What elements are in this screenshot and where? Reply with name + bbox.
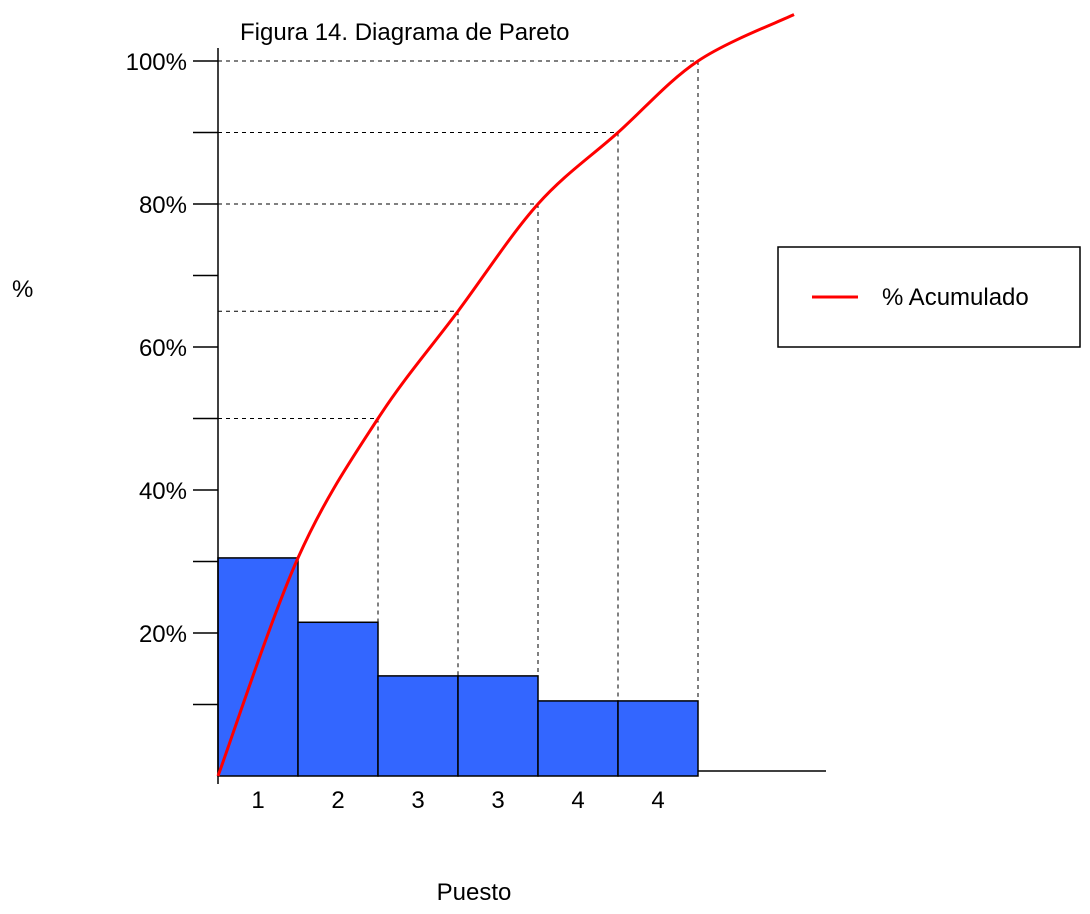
axes-group (193, 48, 826, 784)
x-tick-label-4: 3 (491, 787, 504, 814)
bars-group (217, 557, 699, 777)
chart-title: Figura 14. Diagrama de Pareto (240, 19, 570, 46)
x-tick-label-2: 2 (331, 787, 344, 814)
y-tick-label-60: 60% (139, 335, 187, 362)
series-lines (216, 13, 795, 777)
series-line-acumulado (216, 13, 795, 777)
y-tick-label-20: 20% (139, 621, 187, 648)
x-axis-title: Puesto (437, 879, 512, 906)
bar-6 (617, 700, 699, 777)
bar-5 (537, 700, 619, 777)
x-tick-label-6: 4 (651, 787, 664, 814)
bar-4 (457, 675, 539, 777)
reference-lines-group (218, 60, 699, 776)
y-axis-title: % (12, 276, 33, 303)
legend: % Acumulado (777, 246, 1081, 348)
y-tick-label-80: 80% (139, 192, 187, 219)
y-tick-label-100: 100% (126, 49, 187, 76)
y-tick-labels: 20% 40% 60% 80% 100% (126, 49, 187, 648)
bar-3 (377, 675, 459, 777)
x-tick-label-3: 3 (411, 787, 424, 814)
x-tick-label-1: 1 (251, 787, 264, 814)
bar-2 (297, 621, 379, 777)
legend-label: % Acumulado (882, 284, 1029, 311)
y-tick-label-40: 40% (139, 478, 187, 505)
x-tick-label-5: 4 (571, 787, 584, 814)
x-tick-labels: 1 2 3 3 4 4 (251, 787, 664, 814)
